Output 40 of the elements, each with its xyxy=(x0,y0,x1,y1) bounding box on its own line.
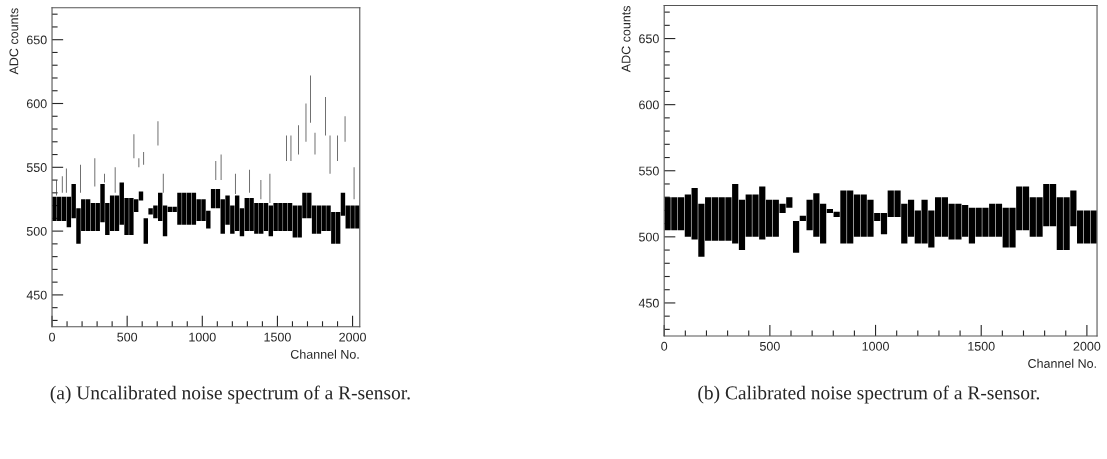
x-tick-label: 500 xyxy=(117,332,138,342)
y-tick-label: 550 xyxy=(638,166,659,176)
x-tick-label: 2000 xyxy=(1073,341,1101,351)
bar xyxy=(85,199,91,232)
text: (b) Calibrated noise spectrum of a R-sensor. xyxy=(698,385,1040,404)
y-axis-title: ADC counts xyxy=(621,5,631,73)
bar xyxy=(90,203,96,232)
bar xyxy=(792,220,800,253)
bar xyxy=(52,196,57,221)
y-tick-label: 450 xyxy=(26,290,47,300)
x-axis-title: Channel No. xyxy=(1028,358,1096,368)
bar xyxy=(234,195,240,232)
x-tick-label: 0 xyxy=(49,332,56,342)
bar xyxy=(263,203,269,232)
y-tick-label: 450 xyxy=(638,298,659,308)
bar xyxy=(316,205,322,234)
y-tick-label: 500 xyxy=(26,226,47,236)
y-tick-label: 650 xyxy=(639,34,659,44)
bar xyxy=(143,218,149,244)
x-tick-label: 0 xyxy=(661,341,668,351)
y-tick-label: 650 xyxy=(26,35,47,45)
x-tick-label: 1500 xyxy=(968,341,995,351)
bar xyxy=(186,192,192,225)
x-tick-label: 1000 xyxy=(862,341,889,351)
x-tick-label: 500 xyxy=(759,341,780,351)
text: (a) Uncalibrated noise spectrum of a R-sensor. xyxy=(50,385,410,404)
bar xyxy=(109,195,115,232)
y-tick-label: 500 xyxy=(638,232,659,242)
y-tick-label: 600 xyxy=(26,99,47,109)
bar xyxy=(258,203,264,234)
y-tick-label: 600 xyxy=(639,100,659,110)
x-tick-label: 1000 xyxy=(189,332,216,342)
x-tick-label: 1500 xyxy=(264,332,291,342)
x-tick-label: 2000 xyxy=(339,332,366,342)
y-axis-title: ADC counts xyxy=(9,8,19,75)
bar xyxy=(350,205,355,229)
bar xyxy=(191,192,197,225)
x-axis-title: Channel No. xyxy=(290,349,359,359)
bar xyxy=(57,196,62,221)
y-tick-label: 550 xyxy=(26,163,47,172)
